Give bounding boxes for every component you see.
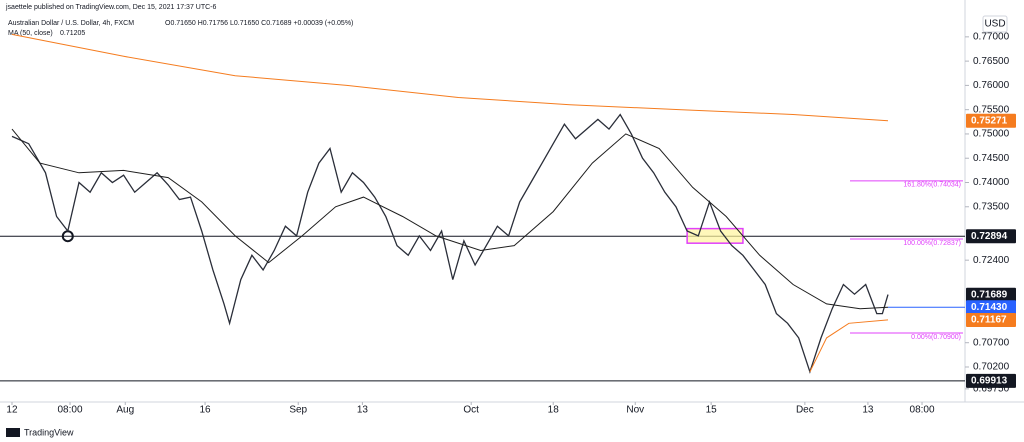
- y-tick-label: 0.75000: [973, 129, 1010, 140]
- y-tick-label: 0.69750: [973, 383, 1010, 394]
- currency-box[interactable]: [982, 15, 1008, 33]
- currency[interactable]: USD: [984, 19, 1005, 30]
- price-tag: [966, 229, 1016, 244]
- y-tick-label: 0.75500: [973, 104, 1010, 115]
- y-tick-label: 0.74000: [973, 177, 1010, 188]
- x-tick-label: 08:00: [910, 405, 935, 416]
- y-tick-label: 0.70200: [973, 362, 1010, 373]
- publisher: jsaettele published on TradingView.com, …: [5, 4, 216, 11]
- y-tick-label: 0.74500: [973, 153, 1010, 164]
- y-tick-label: 0.77000: [973, 31, 1010, 42]
- series-line: [11, 113, 889, 374]
- x-tick-label: Oct: [463, 405, 479, 416]
- series-line: [11, 128, 889, 310]
- price-tag-label: 0.69913: [971, 376, 1008, 387]
- series-line: [809, 319, 889, 373]
- y-tick-label: 0.72400: [973, 255, 1010, 266]
- x-tick-label: 12: [6, 405, 18, 416]
- ohlc: O0.71650 H0.71756 L0.71650 C0.71689 +0.0…: [165, 20, 353, 27]
- x-tick-label: 15: [706, 405, 718, 416]
- symbol-title: Australian Dollar / U.S. Dollar, 4h, FXC…: [8, 20, 134, 27]
- fib-label: 0.00%(0.70900): [911, 334, 961, 341]
- price-tag-label: 0.71430: [971, 302, 1008, 313]
- price-tag: [966, 300, 1016, 315]
- price-tag-label: 0.72894: [971, 231, 1008, 242]
- x-tick-label: 16: [199, 405, 211, 416]
- x-tick-label: Aug: [116, 405, 134, 416]
- x-tick-label: 18: [548, 405, 560, 416]
- indicator-value: 0.71205: [60, 30, 85, 37]
- x-tick-label: 13: [357, 405, 369, 416]
- price-tag-label: 0.75271: [971, 115, 1008, 126]
- indicator-name: MA (50, close): [8, 30, 53, 37]
- y-tick-label: 0.70700: [973, 337, 1010, 348]
- series-line: [11, 33, 889, 122]
- price-tag: [966, 313, 1016, 328]
- y-tick-label: 0.76500: [973, 56, 1010, 67]
- y-tick-label: 0.76000: [973, 80, 1010, 91]
- highlight-box: [686, 227, 744, 244]
- brand-logo: [6, 428, 20, 437]
- x-tick-label: Dec: [796, 405, 814, 416]
- y-tick-label: 0.73500: [973, 201, 1010, 212]
- fib-label: 161.80%(0.74034): [903, 182, 961, 189]
- price-tag: [966, 287, 1016, 302]
- x-tick-label: 13: [862, 405, 874, 416]
- price-tag: [966, 373, 1016, 388]
- x-tick-label: Nov: [626, 405, 644, 416]
- price-tag: [966, 113, 1016, 128]
- x-tick-label: 08:00: [58, 405, 83, 416]
- brand: TradingView: [24, 427, 74, 437]
- price-tag-label: 0.71689: [971, 289, 1008, 300]
- fib-label: 100.00%(0.72837): [903, 240, 961, 247]
- x-tick-label: Sep: [289, 405, 307, 416]
- price-tag-label: 0.71167: [971, 315, 1007, 326]
